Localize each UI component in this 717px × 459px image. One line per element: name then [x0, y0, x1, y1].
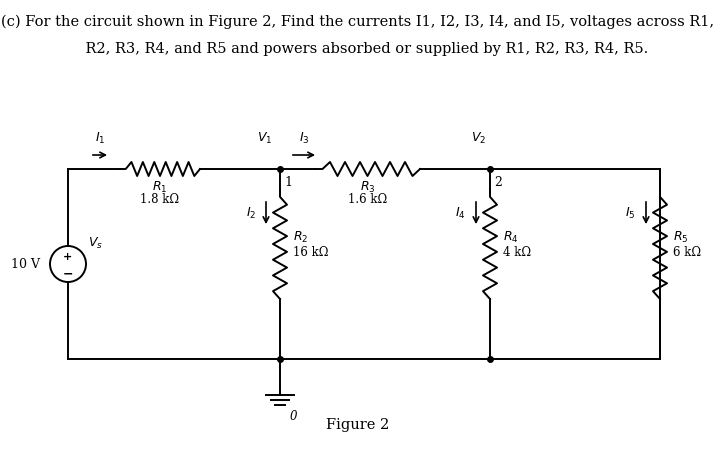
Text: 1.6 kΩ: 1.6 kΩ [348, 193, 387, 206]
Text: $I_3$: $I_3$ [299, 131, 309, 146]
Text: $I_4$: $I_4$ [455, 206, 466, 221]
Text: $R_4$: $R_4$ [503, 229, 518, 244]
Text: R2, R3, R4, and R5 and powers absorbed or supplied by R1, R2, R3, R4, R5.: R2, R3, R4, and R5 and powers absorbed o… [67, 42, 649, 56]
Text: $I_1$: $I_1$ [95, 131, 105, 146]
Text: −: − [63, 267, 73, 280]
Text: $I_2$: $I_2$ [246, 206, 256, 221]
Text: $V_2$: $V_2$ [471, 131, 486, 146]
Text: 0: 0 [290, 409, 298, 422]
Text: $R_3$: $R_3$ [360, 179, 375, 195]
Text: 10 V: 10 V [11, 258, 40, 271]
Text: 16 kΩ: 16 kΩ [293, 246, 328, 259]
Text: 1.8 kΩ: 1.8 kΩ [141, 193, 179, 206]
Text: 1: 1 [284, 176, 292, 189]
Text: $I_5$: $I_5$ [625, 206, 636, 221]
Text: 2: 2 [494, 176, 502, 189]
Text: Figure 2: Figure 2 [326, 417, 389, 431]
Text: $V_1$: $V_1$ [257, 131, 272, 146]
Text: $R_5$: $R_5$ [673, 229, 688, 244]
Text: +: + [63, 252, 72, 261]
Text: $V_s$: $V_s$ [88, 235, 103, 250]
Text: (c) For the circuit shown in Figure 2, Find the currents I1, I2, I3, I4, and I5,: (c) For the circuit shown in Figure 2, F… [1, 15, 715, 29]
Text: 6 kΩ: 6 kΩ [673, 246, 701, 259]
Text: $R_1$: $R_1$ [152, 179, 168, 195]
Text: 4 kΩ: 4 kΩ [503, 246, 531, 259]
Text: $R_2$: $R_2$ [293, 229, 308, 244]
